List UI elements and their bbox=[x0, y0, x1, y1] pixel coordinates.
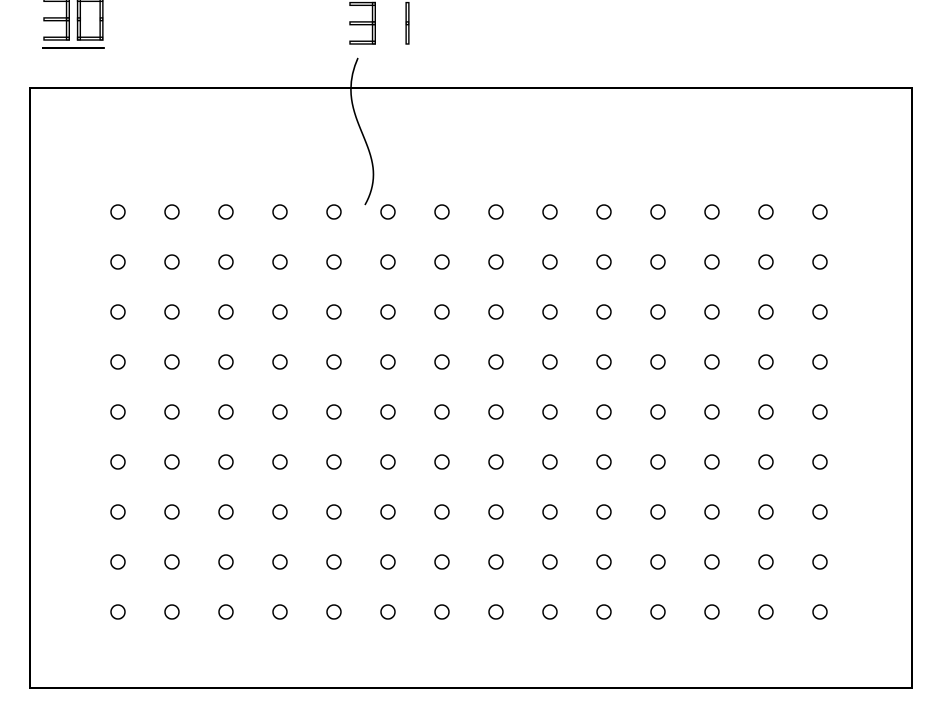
figure-svg bbox=[0, 0, 942, 722]
diagram-canvas bbox=[0, 0, 942, 722]
background bbox=[0, 0, 942, 722]
